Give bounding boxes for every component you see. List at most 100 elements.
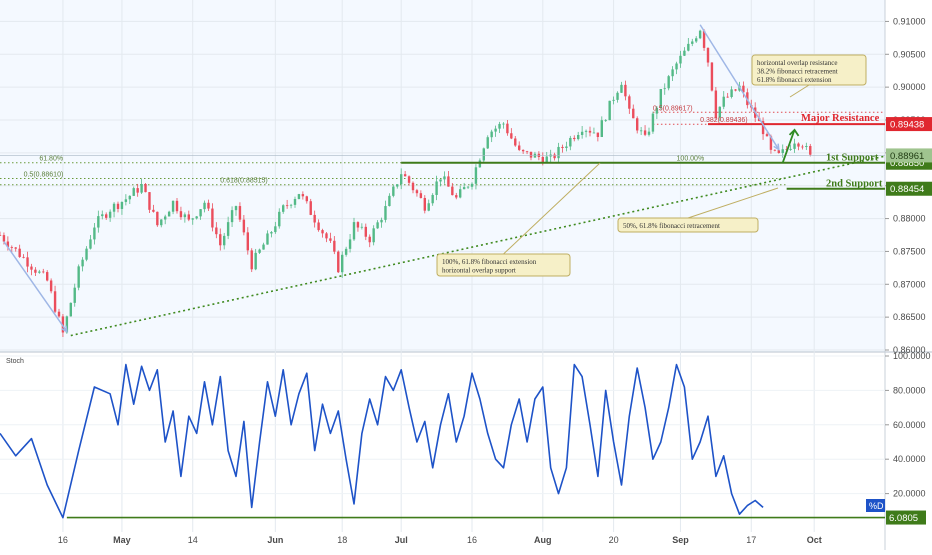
candlestick xyxy=(46,270,49,282)
price-tick-label: 0.90000 xyxy=(893,82,926,92)
candlestick xyxy=(545,151,548,164)
candlestick xyxy=(431,193,434,206)
candlestick xyxy=(514,136,517,147)
candlestick xyxy=(30,263,33,276)
candlestick xyxy=(112,202,116,218)
candlestick xyxy=(604,119,607,122)
x-tick-label: 14 xyxy=(188,535,198,545)
candlestick xyxy=(765,132,769,137)
candlestick xyxy=(215,222,218,239)
candlestick xyxy=(596,132,600,142)
candlestick xyxy=(348,233,352,253)
candlestick xyxy=(187,210,190,222)
candlestick xyxy=(659,88,662,110)
candlestick xyxy=(730,86,733,99)
candlestick xyxy=(639,126,643,136)
candlestick xyxy=(691,38,694,47)
candlestick xyxy=(525,150,529,155)
x-tick-label: May xyxy=(113,535,131,545)
callout-text: 61.8% fibonacci extension xyxy=(757,76,832,84)
candlestick xyxy=(663,83,666,95)
candlestick xyxy=(352,217,356,242)
current-price-badge xyxy=(886,148,932,163)
candlestick xyxy=(557,142,560,164)
candlestick xyxy=(297,193,301,200)
callout-first-support: 100%, 61.8% fibonacci extensionhorizonta… xyxy=(436,162,601,277)
candlestick xyxy=(789,144,792,151)
candlestick xyxy=(22,254,25,259)
candlestick xyxy=(18,244,21,258)
candlestick xyxy=(93,223,96,245)
candlestick xyxy=(364,223,367,241)
candlestick xyxy=(584,129,588,138)
x-tick-label: 20 xyxy=(609,535,619,545)
price-tick-label: 0.86500 xyxy=(893,312,926,322)
candlestick xyxy=(667,74,670,91)
candlestick xyxy=(718,106,721,122)
candlestick xyxy=(502,122,505,129)
level-label: 1st Support xyxy=(826,153,879,164)
candlestick xyxy=(164,214,167,225)
x-tick-label: Jun xyxy=(267,535,283,545)
candlestick xyxy=(486,135,489,149)
bullish-arrow-head xyxy=(788,128,800,137)
candlestick xyxy=(628,94,631,114)
price-badge xyxy=(886,181,932,196)
candlestick xyxy=(805,142,808,151)
callout-second-support: 50%, 61.8% fibonacci retracement xyxy=(617,187,779,233)
candlestick xyxy=(167,210,171,217)
candlestick xyxy=(81,257,84,272)
x-tick-label: 18 xyxy=(337,535,347,545)
candlestick xyxy=(238,202,242,222)
candlestick xyxy=(191,217,194,225)
candlestick xyxy=(26,251,29,273)
callout-text: 100%, 61.8% fibonacci extension xyxy=(442,258,537,266)
decline-arrow-left xyxy=(3,241,68,333)
candlestick xyxy=(341,251,344,278)
candlestick xyxy=(553,152,556,161)
fib-level-label: 61.80% xyxy=(39,156,63,163)
candlestick xyxy=(671,66,674,82)
bullish-arrow xyxy=(781,129,796,164)
decline-arrow-right xyxy=(699,24,780,150)
x-tick-label: 16 xyxy=(58,535,68,545)
callout-text: horizontal overlap support xyxy=(442,267,516,275)
candlestick xyxy=(128,195,131,205)
candlestick xyxy=(400,168,403,190)
candlestick xyxy=(14,246,17,252)
stoch-tick-label: 40.0000 xyxy=(893,454,926,464)
candlestick xyxy=(77,264,80,291)
candlestick xyxy=(742,81,745,98)
candlestick xyxy=(490,129,493,143)
stoch-series-badge xyxy=(866,499,885,512)
candlestick xyxy=(439,179,442,187)
candlestick xyxy=(53,285,57,314)
level-label: Major Resistance xyxy=(801,113,880,124)
candlestick xyxy=(278,208,281,229)
candlestick xyxy=(203,200,206,213)
candlestick xyxy=(695,36,698,43)
candlestick xyxy=(580,126,584,139)
candlestick xyxy=(714,87,718,120)
price-tick-label: 0.91000 xyxy=(893,16,926,26)
stoch-tick-label: 20.0000 xyxy=(893,489,926,499)
candlestick xyxy=(565,141,568,152)
candlestick xyxy=(612,96,615,105)
candlestick xyxy=(683,47,686,57)
candlestick xyxy=(443,171,446,184)
candlestick xyxy=(49,278,53,294)
candlestick xyxy=(726,92,729,98)
candlestick xyxy=(655,106,659,120)
x-tick-label: 17 xyxy=(746,535,756,545)
candlestick xyxy=(411,181,415,194)
candlestick xyxy=(116,201,120,213)
candlestick xyxy=(305,195,308,204)
candlestick xyxy=(0,231,2,236)
candlestick xyxy=(325,231,328,243)
candlestick xyxy=(101,210,104,220)
candlestick xyxy=(329,232,332,244)
candlestick xyxy=(679,50,682,68)
candlestick xyxy=(124,194,128,206)
fib-level-label: 0.5(0.88610) xyxy=(24,171,64,178)
